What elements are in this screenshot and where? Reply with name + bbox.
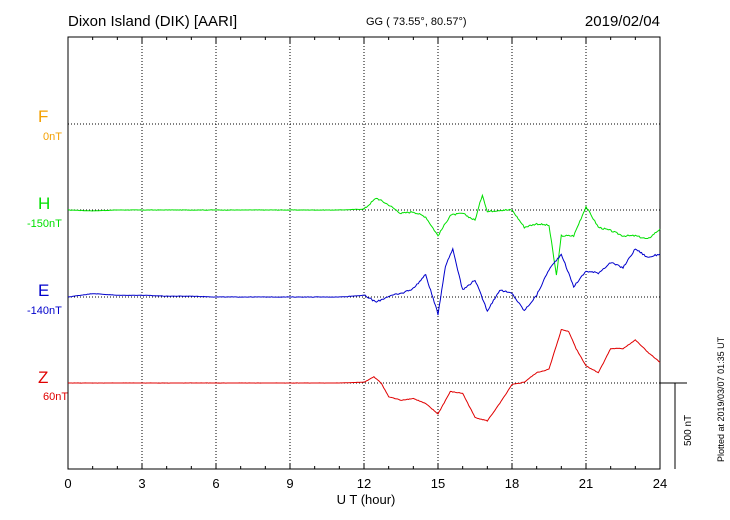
scale-bar [660, 382, 687, 469]
series-line-e [68, 247, 661, 316]
series-line-z [67, 328, 661, 422]
axis-ticks [67, 37, 661, 469]
channel-label-f: F [38, 107, 49, 126]
station-title: Dixon Island (DIK) [AARI] [68, 13, 238, 30]
channel-label-h: H [38, 194, 51, 213]
x-tick-label: 6 [212, 476, 220, 491]
series-lines [67, 193, 661, 422]
channel-offset-z: 60nT [43, 391, 69, 403]
x-tick-label: 24 [652, 476, 668, 491]
geographic-coordinates: GG ( 73.55°, 80.57°) [366, 16, 467, 28]
plot-date: 2019/02/04 [584, 13, 660, 30]
channel-label-e: E [38, 281, 50, 300]
channel-offset-f: 0nT [43, 131, 62, 143]
grid [68, 37, 660, 469]
x-tick-label: 21 [578, 476, 594, 491]
x-tick-label: 15 [430, 476, 446, 491]
channel-label-z: Z [38, 368, 49, 387]
x-tick-label: 3 [138, 476, 146, 491]
channel-offset-e: -140nT [27, 305, 62, 317]
x-tick-label: 18 [504, 476, 520, 491]
channel-offset-h: -150nT [27, 218, 62, 230]
x-tick-label: 0 [64, 476, 72, 491]
scale-bar-label: 500 nT [683, 414, 694, 446]
x-tick-label: 12 [356, 476, 372, 491]
x-tick-label: 9 [286, 476, 294, 491]
x-axis-label: U T (hour) [336, 492, 396, 507]
plotted-timestamp: Plotted at 2019/03/07 01:35 UT [716, 336, 726, 462]
series-line-h [68, 193, 661, 276]
